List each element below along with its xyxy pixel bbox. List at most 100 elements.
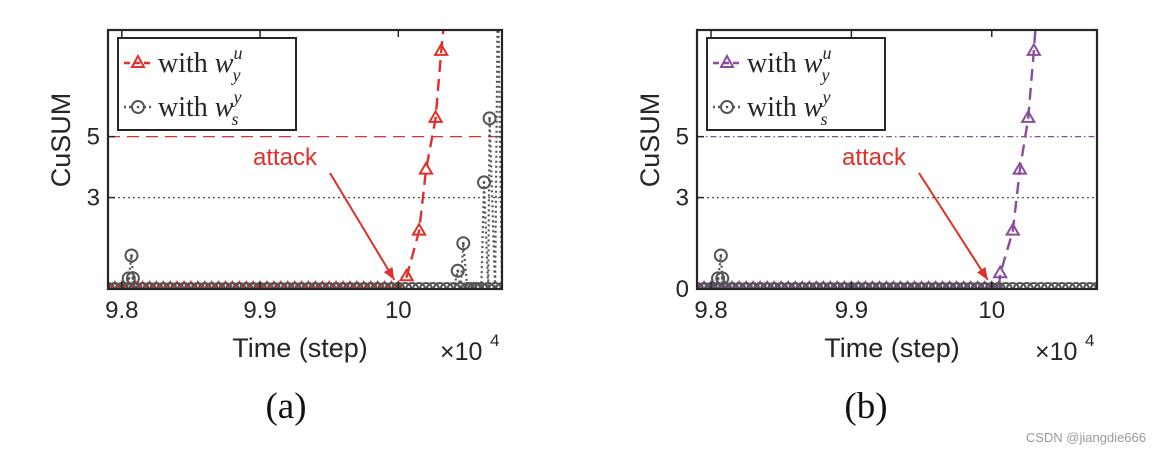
triangle-marker [433, 42, 449, 56]
legend-entry: with wu y [158, 43, 242, 85]
legend-entry: with wu y [747, 43, 831, 85]
circle-marker [760, 282, 775, 289]
circle-marker [1026, 282, 1041, 289]
circle-marker-dot [131, 276, 135, 280]
circle-marker [453, 282, 468, 289]
circle-marker [456, 236, 471, 251]
x-axis-label: Time (step) [824, 333, 960, 363]
x-tick-label: 9.8 [694, 297, 727, 324]
circle-marker [767, 282, 782, 289]
x-tick-label: 9.9 [835, 297, 868, 324]
circle-marker [809, 282, 824, 289]
circle-marker [823, 282, 838, 289]
x-axis-label: Time (step) [232, 333, 368, 363]
legend-entry-sup: u [233, 43, 242, 63]
circle-marker [342, 282, 357, 289]
circle-marker [963, 282, 978, 289]
y-tick-label: 0 [676, 276, 689, 303]
triangle-marker [418, 161, 434, 175]
circle-marker [893, 282, 908, 289]
axes-frame [106, 28, 504, 291]
circle-marker [858, 282, 873, 289]
circle-marker [149, 282, 164, 289]
circle-marker [949, 282, 964, 289]
circle-marker [998, 282, 1013, 289]
series-circle-line [108, 30, 502, 289]
circle-marker-dot [130, 254, 133, 257]
annotation-arrowhead [977, 267, 988, 280]
triangle-marker [1011, 161, 1028, 175]
series-triangle [108, 30, 449, 289]
circle-marker [935, 282, 950, 289]
circle-marker [204, 282, 219, 289]
x-exponent-label: ×10 [440, 338, 482, 366]
legend-entry-var: w [804, 48, 823, 79]
circle-marker-dot [719, 254, 723, 257]
circle-marker [732, 282, 747, 289]
legend-entry-var: w [215, 48, 234, 79]
circle-marker [907, 282, 922, 289]
circle-marker [294, 282, 309, 289]
legend-entry-text: with [158, 92, 215, 123]
legend-entry-sub: y [230, 65, 240, 85]
circle-marker [1033, 282, 1048, 289]
circle-marker [781, 282, 796, 289]
legend-entry-text: with [158, 48, 215, 79]
circle-marker [697, 282, 712, 289]
legend-circle-dot [725, 105, 729, 109]
circle-marker [450, 263, 465, 278]
circle-marker-dot [456, 269, 460, 273]
circle-marker [1075, 282, 1090, 289]
circle-marker [481, 282, 496, 289]
circle-marker [211, 282, 226, 289]
circle-marker [942, 282, 957, 289]
panel-label: (a) [265, 386, 306, 427]
legend-entry: with wy s [158, 87, 241, 129]
circle-marker [718, 282, 733, 289]
circle-marker [398, 282, 413, 289]
circle-marker [273, 282, 288, 289]
circle-marker [308, 282, 323, 289]
circle-marker [246, 282, 261, 289]
annotation-arrow [918, 172, 989, 281]
legend-entry-text: with [747, 92, 804, 123]
circle-marker [1012, 282, 1027, 289]
annotation-arrow [329, 172, 396, 281]
circle-marker [225, 282, 240, 289]
circle-marker [432, 282, 447, 289]
circle-marker [280, 282, 295, 289]
circle-marker-dot [720, 276, 724, 280]
axes-frame [695, 28, 1099, 291]
circle-marker-dot [716, 276, 720, 280]
circle-marker [774, 282, 789, 289]
circle-marker [851, 282, 866, 289]
circle-marker [830, 282, 845, 289]
circle-marker [463, 282, 478, 289]
triangle-marker [411, 222, 427, 236]
circle-marker [788, 282, 803, 289]
circle-marker [711, 271, 726, 286]
circle-marker [482, 111, 497, 126]
x-exponent-power: 4 [490, 331, 499, 350]
circle-marker [259, 282, 274, 289]
circle-marker [446, 282, 461, 289]
circle-marker [991, 282, 1006, 289]
circle-marker [377, 282, 392, 289]
circle-marker [156, 282, 171, 289]
circle-marker-dot [461, 241, 465, 245]
circle-marker [370, 282, 385, 289]
circle-marker [405, 282, 420, 289]
circle-marker [142, 282, 157, 289]
circle-marker [474, 282, 489, 289]
x-tick-label: 10 [978, 297, 1005, 324]
circle-marker [418, 282, 433, 289]
legend-entry: with wy s [747, 87, 830, 129]
x-tick-label: 9.9 [243, 297, 276, 324]
circle-marker [287, 282, 302, 289]
circle-marker [753, 282, 768, 289]
y-axis-label: CuSUM [635, 93, 665, 188]
circle-marker [795, 282, 810, 289]
circle-marker [177, 282, 192, 289]
